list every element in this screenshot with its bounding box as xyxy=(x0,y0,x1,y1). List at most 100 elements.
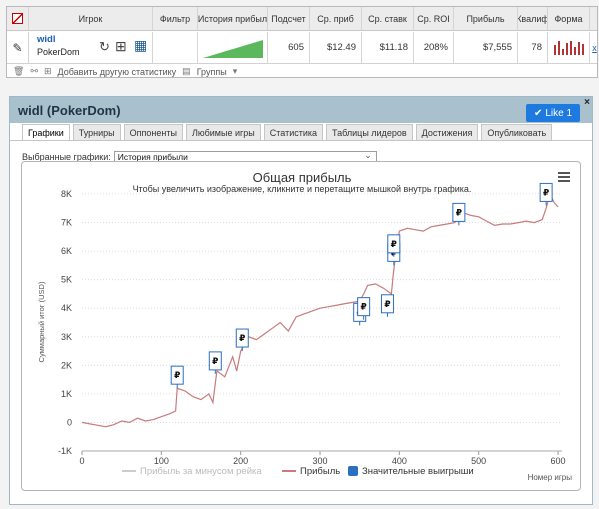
count-value: 605 xyxy=(268,32,310,63)
player-stats-icon[interactable]: ▦ xyxy=(134,37,148,53)
header-filter[interactable]: Фильтр xyxy=(153,7,198,30)
link-icon[interactable]: ⚯ xyxy=(30,66,38,76)
marker-symbol: ₽ xyxy=(212,357,218,367)
chevron-down-icon[interactable]: ▾ xyxy=(232,66,238,76)
form-bar xyxy=(565,42,568,55)
marker-flag xyxy=(452,202,466,222)
chevron-down-icon: ⌄ xyxy=(364,150,372,160)
filter-cell[interactable] xyxy=(153,32,198,63)
x-tick-label: 100 xyxy=(154,456,169,466)
marker-symbol: ₽ xyxy=(543,188,549,198)
edit-icon[interactable] xyxy=(12,13,23,24)
tab-achievements[interactable]: Достижения xyxy=(415,124,479,140)
marker-symbol: ₽ xyxy=(239,334,245,344)
avg-roi-value: 208% xyxy=(414,32,454,63)
marker-flag xyxy=(235,328,249,348)
player-row: ✎ widl PokerDom ↻ ⊞ ▦ 605 $12.49 $11.18 … xyxy=(7,32,597,64)
marker-symbol: ₽ xyxy=(384,300,390,310)
legend-box-swatch xyxy=(348,466,358,476)
groups-icon: ▤ xyxy=(182,66,191,76)
legend-item[interactable]: Прибыль xyxy=(300,466,340,477)
x-tick-label: 400 xyxy=(392,456,407,466)
tab-publish[interactable]: Опубликовать xyxy=(481,124,553,140)
x-tick-label: 200 xyxy=(233,456,248,466)
form-bar xyxy=(569,40,572,55)
player-name[interactable]: widl xyxy=(37,34,56,45)
big-win-marker[interactable]: ₽ xyxy=(387,234,401,257)
x-tick-label: 300 xyxy=(313,456,328,466)
check-icon: ✔ xyxy=(533,107,543,119)
trash-icon[interactable]: 🗑 xyxy=(13,66,25,76)
tab-opponents[interactable]: Оппоненты xyxy=(123,124,183,140)
tab-favorite-games[interactable]: Любимые игры xyxy=(185,124,261,140)
big-win-marker[interactable]: ₽ xyxy=(170,365,184,389)
header-edit xyxy=(7,7,29,30)
marker-flag xyxy=(380,294,394,314)
dialog-tabs: Графики Турниры Оппоненты Любимые игры С… xyxy=(22,124,553,140)
header-count[interactable]: Подсчет xyxy=(268,7,310,30)
player-dialog: widl (PokerDom) ✔ Like 1 × Графики Турни… xyxy=(9,96,593,505)
form-cell xyxy=(548,32,590,63)
close-icon[interactable]: × xyxy=(584,97,590,108)
profit-sparkline xyxy=(202,39,263,58)
y-tick-label: 4K xyxy=(61,303,72,313)
marker-symbol: ₽ xyxy=(174,371,180,381)
legend-item[interactable]: Значительные выигрыши xyxy=(362,466,474,477)
player-cell: widl PokerDom ↻ ⊞ ▦ xyxy=(29,32,153,63)
big-win-marker[interactable]: ₽ xyxy=(208,351,222,374)
header-qualification[interactable]: Квалиф xyxy=(518,7,548,30)
big-win-marker[interactable]: ₽ xyxy=(452,202,466,226)
header-player[interactable]: Игрок xyxy=(29,7,153,30)
dialog-header: widl (PokerDom) ✔ Like 1 × xyxy=(10,97,592,123)
chart-subtitle: Чтобы увеличить изображение, кликните и … xyxy=(133,184,472,194)
avg-stake-value: $11.18 xyxy=(362,32,414,63)
header-history[interactable]: История прибыл xyxy=(198,7,268,30)
big-win-marker[interactable]: ₽ xyxy=(357,297,371,320)
add-stats-link[interactable]: Добавить другую статистику xyxy=(57,66,177,77)
marker-flag xyxy=(208,351,222,371)
player-site: PokerDom xyxy=(37,47,80,57)
form-bars xyxy=(553,40,584,55)
pencil-icon[interactable]: ✎ xyxy=(12,40,23,55)
profit-series-line xyxy=(81,192,559,428)
chart-select-label: Выбранные графики: xyxy=(22,151,111,162)
sparkline-area xyxy=(202,39,263,58)
big-win-marker[interactable]: ₽ xyxy=(235,328,249,352)
tab-tournaments[interactable]: Турниры xyxy=(72,124,121,140)
like-label: Like 1 xyxy=(545,107,573,119)
form-bar xyxy=(577,41,580,55)
refresh-icon[interactable]: ↻ xyxy=(99,39,110,54)
x-tick-label: 500 xyxy=(471,456,486,466)
marker-symbol: ₽ xyxy=(456,208,462,218)
big-win-marker[interactable]: ₽ xyxy=(539,182,553,206)
like-button[interactable]: ✔ Like 1 xyxy=(526,104,580,122)
remove-player-link[interactable]: x xyxy=(592,42,597,53)
tab-statistics[interactable]: Статистика xyxy=(263,124,324,140)
header-avg-profit[interactable]: Ср. приб xyxy=(310,7,362,30)
legend-item[interactable]: Прибыль за минусом рейка xyxy=(140,466,262,477)
tab-charts[interactable]: Графики xyxy=(22,124,70,140)
header-profit[interactable]: Прибыль xyxy=(454,7,518,30)
stats-header-row: Игрок Фильтр История прибыл Подсчет Ср. … xyxy=(7,7,597,31)
menu-icon[interactable] xyxy=(558,172,570,184)
y-tick-label: 0 xyxy=(67,417,72,427)
y-tick-label: 5K xyxy=(61,275,72,285)
x-tick-label: 0 xyxy=(79,456,84,466)
dialog-title: widl (PokerDom) xyxy=(18,102,121,118)
y-tick-label: 3K xyxy=(61,332,72,342)
y-tick-label: 2K xyxy=(61,360,72,370)
marker-symbol: ₽ xyxy=(391,240,397,250)
header-form[interactable]: Форма xyxy=(548,7,590,30)
grid-icon[interactable]: ⊞ xyxy=(115,38,127,54)
tab-leaderboards[interactable]: Таблицы лидеров xyxy=(326,124,413,140)
chart-legend: Прибыль за минусом рейка Прибыль Значитель… xyxy=(122,466,474,477)
groups-dropdown[interactable]: Группы xyxy=(196,66,227,77)
header-avg-roi[interactable]: Ср. ROI xyxy=(414,7,454,30)
chart-container[interactable]: Общая прибыль Чтобы увеличить изображение… xyxy=(21,161,581,491)
header-spacer xyxy=(590,7,599,30)
big-win-marker[interactable]: ₽ xyxy=(380,294,394,317)
qualification-value: 78 xyxy=(518,32,548,63)
marker-flag xyxy=(539,182,553,202)
header-avg-stake[interactable]: Ср. ставк xyxy=(362,7,414,30)
